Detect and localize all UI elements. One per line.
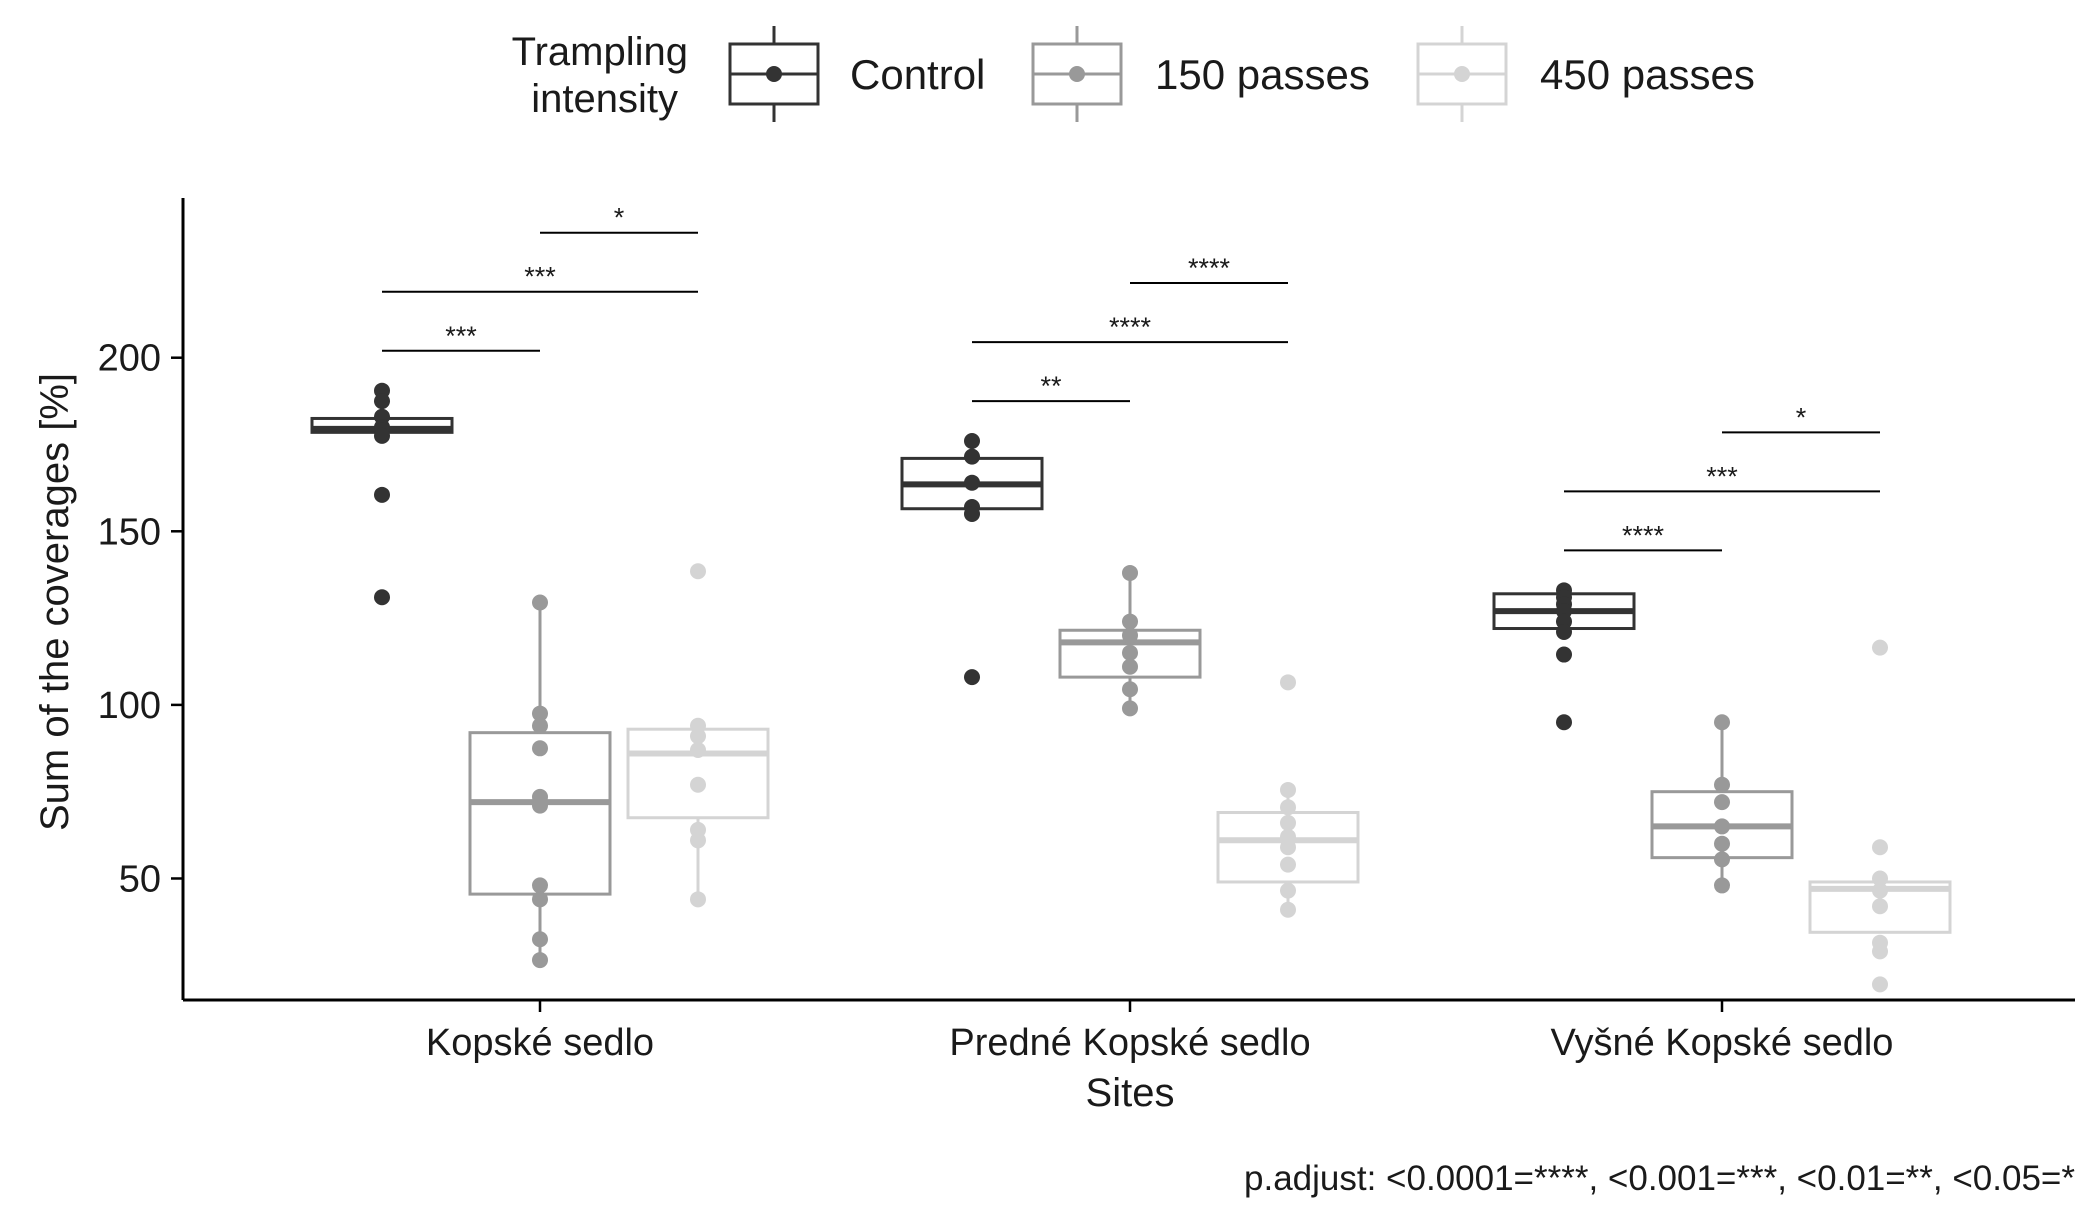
box-group: [468, 594, 612, 969]
data-point: [1714, 818, 1730, 835]
data-point: [1122, 564, 1138, 581]
legend-label: 150 passes: [1155, 51, 1370, 98]
legend-title-line-2: intensity: [531, 77, 678, 121]
data-point: [1872, 882, 1888, 899]
data-point: [690, 728, 706, 745]
data-point: [1872, 870, 1888, 887]
data-point: [532, 705, 548, 722]
box-group: [1058, 564, 1202, 717]
box-group: [1492, 582, 1636, 731]
data-point: [1280, 674, 1296, 691]
data-point: [532, 877, 548, 894]
data-point: [1122, 681, 1138, 698]
data-point: [964, 505, 980, 522]
p-adjust-caption: p.adjust: <0.0001=****, <0.001=***, <0.0…: [1244, 1159, 2075, 1198]
y-tick-label: 150: [98, 511, 161, 553]
data-point: [1122, 700, 1138, 717]
data-point: [1556, 646, 1572, 663]
significance-label: *: [1796, 402, 1807, 432]
legend-key-point: [766, 66, 782, 82]
significance-label: ****: [1109, 312, 1152, 342]
data-point: [690, 891, 706, 908]
data-point: [1872, 898, 1888, 915]
data-point: [964, 433, 980, 450]
y-tick-label: 200: [98, 338, 161, 380]
x-tick-label: Predné Kopské sedlo: [949, 1022, 1310, 1064]
data-point: [1280, 839, 1296, 856]
legend-key: [728, 26, 820, 122]
data-point: [1280, 814, 1296, 831]
x-axis-title: Sites: [1086, 1071, 1175, 1115]
legend-key-point: [1454, 66, 1470, 82]
data-point: [1714, 835, 1730, 852]
data-point: [1280, 901, 1296, 918]
legend: Trampling intensity Control 150 passes 450…: [512, 26, 1755, 122]
data-point: [1714, 714, 1730, 731]
data-point: [532, 931, 548, 948]
data-point: [374, 589, 390, 606]
data-point: [532, 740, 548, 757]
data-point: [374, 427, 390, 444]
box-group: [1808, 639, 1952, 993]
data-point: [532, 717, 548, 734]
data-point: [1280, 799, 1296, 816]
data-point: [374, 393, 390, 410]
legend-key: [1031, 26, 1123, 122]
data-point: [1122, 644, 1138, 661]
data-point: [532, 952, 548, 969]
x-tick-label: Kopské sedlo: [426, 1022, 654, 1064]
data-point: [1280, 781, 1296, 798]
plot-area: 50 100 150 200 Kopské sedlo Predné Kopské sed…: [98, 198, 2075, 1064]
data-point: [690, 776, 706, 793]
x-tick-label: Vyšné Kopské sedlo: [1551, 1022, 1894, 1064]
data-point: [1714, 794, 1730, 811]
data-point: [532, 797, 548, 814]
significance-label: ****: [1188, 253, 1231, 283]
legend-key: [1416, 26, 1508, 122]
y-tick-label: 50: [119, 858, 161, 900]
legend-title-line-1: Trampling: [512, 30, 688, 74]
data-point: [1872, 976, 1888, 993]
box-group: [626, 563, 770, 908]
significance-label: *: [614, 203, 625, 233]
data-point: [1280, 882, 1296, 899]
y-tick-label: 100: [98, 685, 161, 727]
data-point: [690, 563, 706, 580]
data-point: [1872, 639, 1888, 656]
data-point: [374, 486, 390, 503]
legend-label: Control: [850, 51, 985, 98]
data-point: [964, 474, 980, 491]
data-point: [1122, 658, 1138, 675]
significance-label: **: [1040, 371, 1062, 401]
data-point: [1556, 623, 1572, 640]
box-group: [1216, 674, 1360, 918]
data-point: [964, 448, 980, 465]
data-point: [1872, 839, 1888, 856]
data-point: [532, 594, 548, 611]
data-point: [1714, 877, 1730, 894]
data-point: [1714, 776, 1730, 793]
box-group: [900, 433, 1044, 686]
data-point: [532, 891, 548, 908]
data-point: [690, 832, 706, 849]
box-group: [310, 382, 454, 606]
significance-label: ***: [524, 262, 556, 292]
box-group: [1650, 714, 1794, 894]
data-point: [1714, 851, 1730, 868]
legend-key-point: [1069, 66, 1085, 82]
y-axis-title: Sum of the coverages [%]: [33, 373, 77, 831]
data-point: [690, 742, 706, 759]
legend-label: 450 passes: [1540, 51, 1755, 98]
data-point: [1556, 714, 1572, 731]
significance-label: ***: [1706, 461, 1738, 491]
data-point: [1280, 856, 1296, 873]
significance-label: ****: [1622, 520, 1665, 550]
data-point: [1122, 627, 1138, 644]
significance-label: ***: [445, 321, 477, 351]
data-point: [964, 669, 980, 686]
data-point: [1872, 943, 1888, 960]
data-point: [1122, 613, 1138, 630]
